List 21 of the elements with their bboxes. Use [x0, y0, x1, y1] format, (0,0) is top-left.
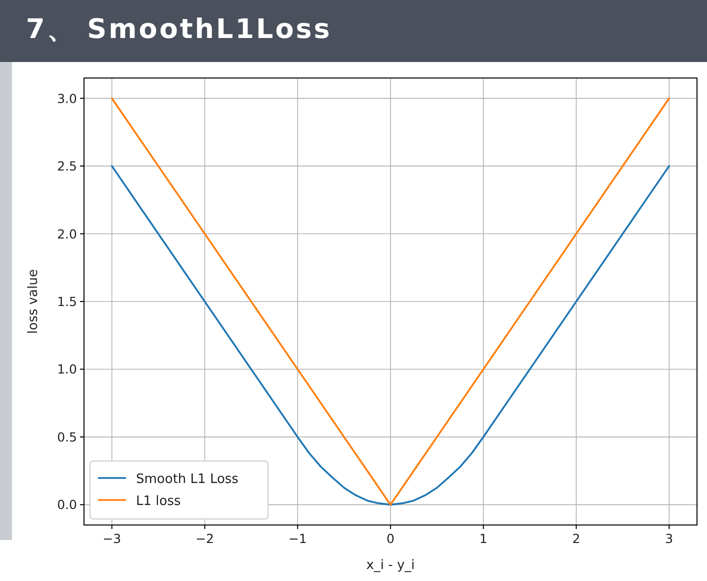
y-tick-label: 2.0: [57, 226, 78, 242]
line-series: [110, 97, 670, 506]
x-axis-title: x_i - y_i: [366, 558, 415, 573]
y-tick-label: 1.5: [57, 294, 77, 309]
y-axis-title: loss value: [26, 269, 41, 334]
y-tick-label: 2.5: [57, 158, 77, 174]
legend-label: Smooth L1 Loss: [136, 472, 239, 487]
x-tick-label: 3: [665, 531, 674, 546]
x-tick-label: 2: [572, 531, 580, 546]
x-tick-label: −3: [102, 531, 122, 546]
x-tick-label: 0: [386, 531, 395, 546]
chart-title: 7、 SmoothL1Loss: [26, 14, 332, 45]
x-tick-label: 1: [479, 531, 488, 546]
x-tick-label: −2: [196, 531, 214, 546]
y-tick-label: 0.0: [57, 497, 78, 512]
y-tick-label: 1.0: [57, 362, 78, 377]
legend-label: L1 loss: [136, 494, 181, 509]
y-tick-label: 0.5: [57, 429, 77, 444]
line-series: [110, 165, 670, 506]
y-tick-label: 3.0: [57, 90, 78, 106]
x-tick-label: −1: [288, 531, 307, 546]
